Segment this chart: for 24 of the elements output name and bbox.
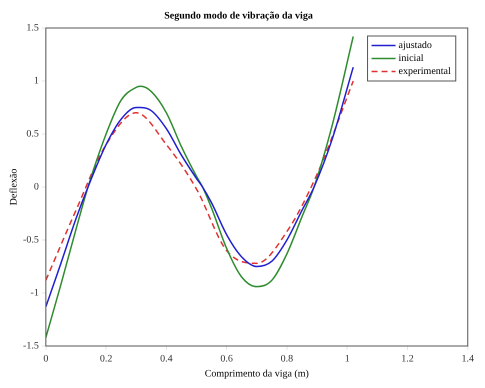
y-tick-label: -0.5 xyxy=(22,234,39,246)
y-tick-label: 1.5 xyxy=(26,22,39,34)
x-tick-label: 0.8 xyxy=(280,354,294,365)
chart-title: Segundo modo de vibração da viga xyxy=(164,10,313,22)
x-tick-label: 0 xyxy=(43,354,48,365)
legend-label: experimental xyxy=(398,66,451,78)
y-tick-label: 0.5 xyxy=(26,128,39,140)
x-tick-label: 0.6 xyxy=(220,354,233,365)
y-tick-label: -1 xyxy=(30,288,39,299)
line-series xyxy=(46,36,354,338)
x-axis-title: Comprimento da viga (m) xyxy=(204,368,309,380)
x-tick-label: 1.4 xyxy=(462,354,474,365)
x-tick-label: 0.4 xyxy=(160,354,173,365)
y-tick-label: 0 xyxy=(34,182,39,193)
x-tick-label: 1 xyxy=(344,354,350,365)
legend-label: inicial xyxy=(398,53,424,64)
x-tick-label: 0.2 xyxy=(100,354,112,365)
y-tick-label: -1.5 xyxy=(22,340,39,352)
y-axis-title: Deflexão xyxy=(8,168,20,206)
line-series xyxy=(46,66,354,308)
y-tick-label: 1 xyxy=(34,76,39,87)
x-tick-label: 1.2 xyxy=(401,354,414,365)
legend-label: ajustado xyxy=(398,40,432,52)
line-series xyxy=(46,80,354,282)
